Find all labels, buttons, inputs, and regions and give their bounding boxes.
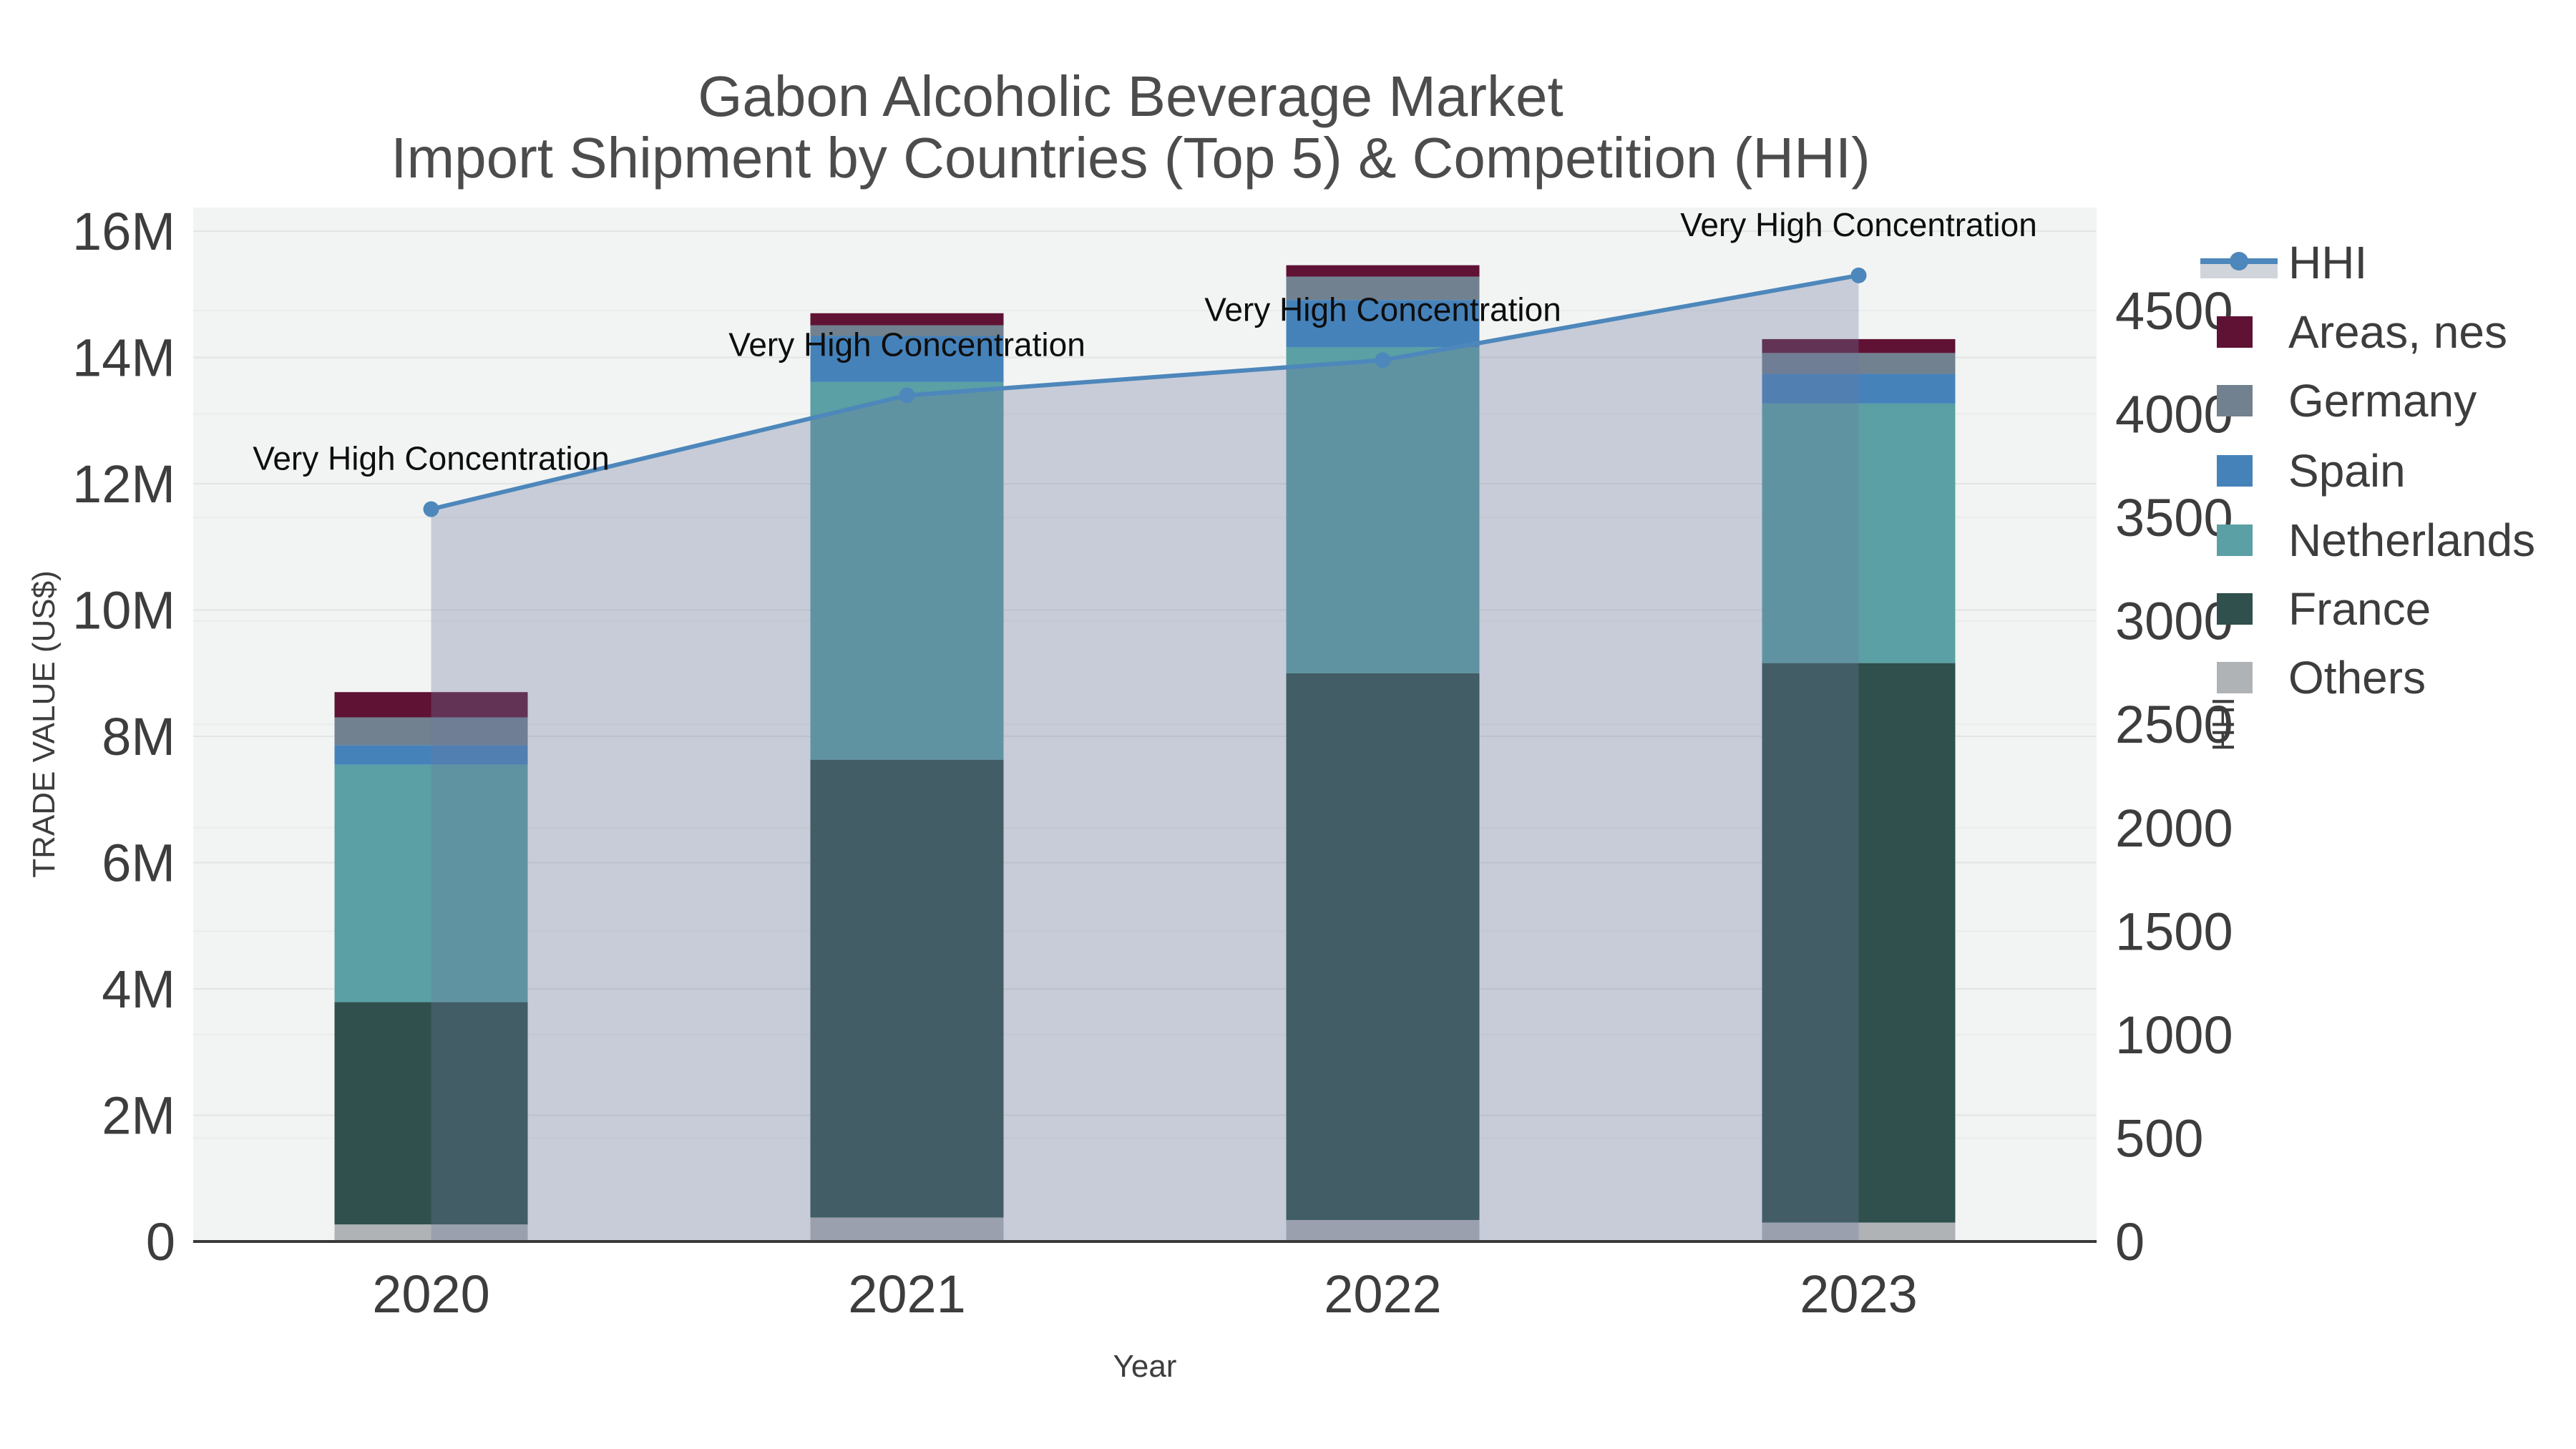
x-tick-2020: 2020 xyxy=(372,1264,490,1324)
y-right-tick-4500: 4500 xyxy=(2115,281,2233,341)
x-tick-2021: 2021 xyxy=(848,1264,966,1324)
y-left-tick-6M: 6M xyxy=(102,834,175,893)
bar-2020-germany[interactable] xyxy=(334,717,528,746)
bar-2022-germany[interactable] xyxy=(1286,276,1480,301)
y-left-tick-10M: 10M xyxy=(72,581,175,640)
annotation-2022: Very High Concentration xyxy=(1204,291,1561,328)
legend-swatch-others xyxy=(2217,662,2253,693)
bar-2022-areas-nes[interactable] xyxy=(1286,265,1480,277)
bar-2020-france[interactable] xyxy=(334,1002,528,1225)
y-right-tick-3000: 3000 xyxy=(2115,592,2233,651)
y-right-tick-2500: 2500 xyxy=(2115,695,2233,754)
legend-item-others[interactable]: Others xyxy=(2217,652,2426,703)
bar-2021-areas-nes[interactable] xyxy=(810,313,1004,326)
x-tick-2022: 2022 xyxy=(1324,1264,1442,1324)
bar-2021-germany[interactable] xyxy=(810,325,1004,336)
bar-2021-others[interactable] xyxy=(810,1217,1004,1241)
annotation-2020: Very High Concentration xyxy=(253,440,610,477)
legend-swatch-germany xyxy=(2217,385,2253,416)
y-right-axis-title: HHI xyxy=(2206,697,2241,751)
legend-item-spain[interactable]: Spain xyxy=(2217,445,2406,497)
legend-label-others: Others xyxy=(2288,652,2426,703)
bar-2023-spain[interactable] xyxy=(1762,374,1956,404)
chart-title-line2: Import Shipment by Countries (Top 5) & C… xyxy=(391,126,1870,190)
legend-label-netherlands: Netherlands xyxy=(2288,514,2535,566)
bar-2022-others[interactable] xyxy=(1286,1219,1480,1241)
hhi-marker-2021[interactable] xyxy=(899,387,915,404)
bar-group-2023 xyxy=(1762,338,1956,1241)
annotation-2023: Very High Concentration xyxy=(1680,206,2037,243)
bar-2021-france[interactable] xyxy=(810,759,1004,1218)
y-right-tick-0: 0 xyxy=(2115,1212,2145,1272)
bar-2022-france[interactable] xyxy=(1286,673,1480,1220)
y-left-tick-14M: 14M xyxy=(72,328,175,388)
bar-2020-netherlands[interactable] xyxy=(334,764,528,1002)
y-left-tick-12M: 12M xyxy=(72,454,175,514)
hhi-marker-2020[interactable] xyxy=(423,501,439,517)
bar-2023-germany[interactable] xyxy=(1762,353,1956,374)
hhi-legend-marker xyxy=(2230,252,2248,270)
legend-swatch-france xyxy=(2217,593,2253,625)
y-left-tick-4M: 4M xyxy=(102,960,175,1019)
y-left-tick-16M: 16M xyxy=(72,202,175,261)
bar-2023-france[interactable] xyxy=(1762,663,1956,1223)
y-right-tick-1500: 1500 xyxy=(2115,902,2233,961)
y-right-tick-2000: 2000 xyxy=(2115,799,2233,858)
legend-item-areas-nes[interactable]: Areas, nes xyxy=(2217,306,2507,358)
x-axis-title: Year xyxy=(1113,1349,1177,1384)
bar-group-2021 xyxy=(810,313,1004,1241)
bar-2023-areas-nes[interactable] xyxy=(1762,338,1956,353)
y-right-tick-4000: 4000 xyxy=(2115,385,2233,444)
bar-2020-areas-nes[interactable] xyxy=(334,692,528,718)
legend-swatch-areas-nes xyxy=(2217,316,2253,348)
legend-label-areas-nes: Areas, nes xyxy=(2288,306,2507,358)
x-tick-2023: 2023 xyxy=(1800,1264,1918,1324)
legend-label-spain: Spain xyxy=(2288,445,2406,497)
y-left-axis-title: TRADE VALUE (US$) xyxy=(26,570,62,878)
hhi-area-fill xyxy=(431,275,1859,1241)
legend-item-germany[interactable]: Germany xyxy=(2217,375,2477,426)
chart-title-line1: Gabon Alcoholic Beverage Market xyxy=(698,64,1563,128)
legend-item-hhi[interactable]: HHI xyxy=(2200,237,2367,288)
y-right-tick-3500: 3500 xyxy=(2115,488,2233,547)
y-right-tick-1000: 1000 xyxy=(2115,1005,2233,1065)
y-left-tick-0: 0 xyxy=(146,1212,175,1272)
legend-label-germany: Germany xyxy=(2288,375,2477,426)
bar-2020-others[interactable] xyxy=(334,1224,528,1241)
legend-label-france: France xyxy=(2288,583,2431,635)
hhi-line[interactable] xyxy=(430,273,1860,512)
y-right-tick-500: 500 xyxy=(2115,1108,2203,1168)
legend-swatch-netherlands xyxy=(2217,525,2253,556)
hhi-marker-2023[interactable] xyxy=(1850,267,1867,283)
bar-group-2020 xyxy=(334,692,528,1241)
legend: HHI Areas, nes Germany Spain Netherlands Fran… xyxy=(2200,237,2535,703)
bar-2021-netherlands[interactable] xyxy=(810,381,1004,760)
bar-2022-netherlands[interactable] xyxy=(1286,347,1480,673)
y-left-tick-8M: 8M xyxy=(102,707,175,766)
bar-2022-spain[interactable] xyxy=(1286,300,1480,348)
legend-label-hhi: HHI xyxy=(2288,237,2367,288)
legend-swatch-spain xyxy=(2217,455,2253,487)
legend-item-france[interactable]: France xyxy=(2217,583,2431,635)
legend-item-netherlands[interactable]: Netherlands xyxy=(2217,514,2535,566)
annotation-2021: Very High Concentration xyxy=(728,326,1085,364)
y-left-tick-2M: 2M xyxy=(102,1086,175,1146)
bar-group-2022 xyxy=(1286,265,1480,1241)
hhi-marker-2022[interactable] xyxy=(1375,352,1391,369)
bar-2020-spain[interactable] xyxy=(334,745,528,765)
bar-2023-netherlands[interactable] xyxy=(1762,403,1956,663)
bar-2021-spain[interactable] xyxy=(810,336,1004,382)
bar-2023-others[interactable] xyxy=(1762,1222,1956,1241)
